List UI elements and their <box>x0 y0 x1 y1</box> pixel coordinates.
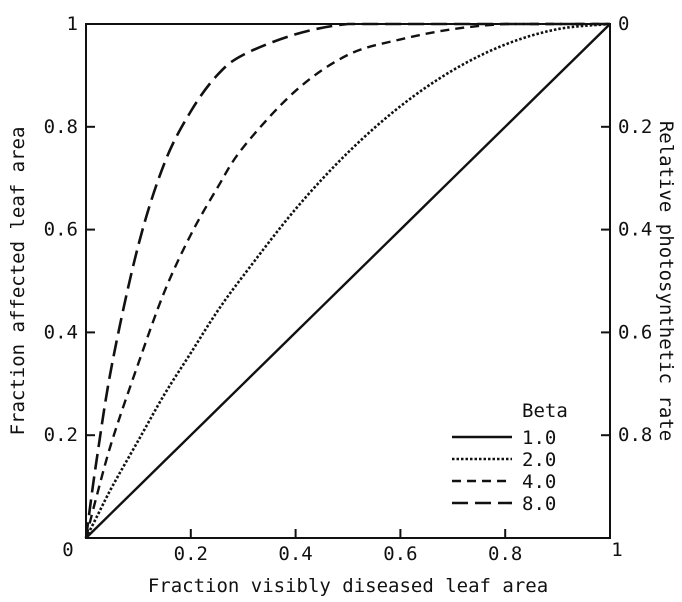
y2-axis-title: Relative photosynthetic rate <box>655 121 677 441</box>
x-tick-label: 0.2 <box>174 543 208 565</box>
y-tick-label: 0.2 <box>44 424 78 446</box>
origin-tick-label: 0 <box>62 539 73 561</box>
y2-tick-label: 0.8 <box>618 424 652 446</box>
legend-label-2.0: 2.0 <box>522 449 556 471</box>
series-line-4.0 <box>84 22 610 539</box>
series-lines <box>84 22 611 539</box>
y-tick-label: 1 <box>67 13 78 35</box>
series-line-8.0 <box>84 22 610 539</box>
x-max-tick-label: 1 <box>611 539 622 561</box>
legend-title: Beta <box>522 400 568 422</box>
y-tick-label: 0.8 <box>44 116 78 138</box>
y2-tick-label: 0 <box>618 13 629 35</box>
ticks <box>86 125 610 538</box>
y2-tick-label: 0.4 <box>618 219 652 241</box>
y-tick-label: 0.6 <box>44 219 78 241</box>
y2-min-tick-label: 1 <box>611 539 622 561</box>
y-axis-title: Fraction affected leaf area <box>7 127 29 436</box>
legend-label-4.0: 4.0 <box>522 471 556 493</box>
x-tick-label: 0.4 <box>278 543 312 565</box>
series-line-1.0 <box>85 23 611 539</box>
x-tick-label: 0.6 <box>383 543 417 565</box>
legend: Beta 1.02.04.08.0 <box>452 400 568 515</box>
legend-label-8.0: 8.0 <box>522 493 556 515</box>
legend-label-1.0: 1.0 <box>522 427 556 449</box>
y-tick-label: 0.4 <box>44 321 78 343</box>
y2-tick-label: 0.6 <box>618 321 652 343</box>
tick-labels: 0.2 0.2 0.8 0.4 0.4 0.6 0.6 0.6 0.4 0.8 0.8 0.2 1 0 0 1… <box>44 13 653 565</box>
x-axis-title: Fraction visibly diseased leaf area <box>148 575 548 597</box>
x-tick-label: 0.8 <box>488 543 522 565</box>
y2-tick-label: 0.2 <box>618 116 652 138</box>
